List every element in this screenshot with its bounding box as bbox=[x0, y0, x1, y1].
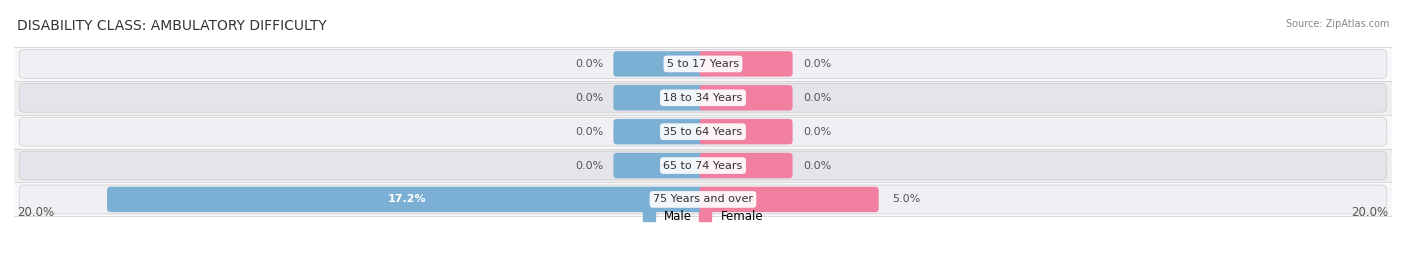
Text: 20.0%: 20.0% bbox=[17, 206, 55, 219]
Text: 20.0%: 20.0% bbox=[1351, 206, 1389, 219]
FancyBboxPatch shape bbox=[700, 153, 793, 178]
Text: 17.2%: 17.2% bbox=[388, 194, 426, 204]
Text: 18 to 34 Years: 18 to 34 Years bbox=[664, 93, 742, 103]
Text: 0.0%: 0.0% bbox=[803, 127, 831, 137]
FancyBboxPatch shape bbox=[20, 185, 1386, 214]
FancyBboxPatch shape bbox=[700, 119, 793, 144]
Text: 0.0%: 0.0% bbox=[803, 93, 831, 103]
FancyBboxPatch shape bbox=[700, 85, 793, 110]
FancyBboxPatch shape bbox=[613, 85, 706, 110]
Bar bbox=[14, 81, 1392, 115]
Bar bbox=[14, 149, 1392, 183]
Bar bbox=[14, 115, 1392, 149]
FancyBboxPatch shape bbox=[613, 153, 706, 178]
Text: 5.0%: 5.0% bbox=[893, 194, 921, 204]
Bar bbox=[14, 47, 1392, 81]
FancyBboxPatch shape bbox=[20, 50, 1386, 78]
Legend: Male, Female: Male, Female bbox=[638, 206, 768, 228]
FancyBboxPatch shape bbox=[700, 187, 879, 212]
Text: 75 Years and over: 75 Years and over bbox=[652, 194, 754, 204]
FancyBboxPatch shape bbox=[613, 119, 706, 144]
FancyBboxPatch shape bbox=[700, 51, 793, 77]
Bar bbox=[14, 183, 1392, 216]
Text: 0.0%: 0.0% bbox=[575, 59, 603, 69]
Text: Source: ZipAtlas.com: Source: ZipAtlas.com bbox=[1285, 19, 1389, 29]
FancyBboxPatch shape bbox=[613, 51, 706, 77]
Text: 35 to 64 Years: 35 to 64 Years bbox=[664, 127, 742, 137]
FancyBboxPatch shape bbox=[20, 151, 1386, 180]
Text: 0.0%: 0.0% bbox=[575, 127, 603, 137]
Text: 0.0%: 0.0% bbox=[575, 93, 603, 103]
FancyBboxPatch shape bbox=[20, 83, 1386, 112]
Text: 0.0%: 0.0% bbox=[803, 161, 831, 170]
Text: DISABILITY CLASS: AMBULATORY DIFFICULTY: DISABILITY CLASS: AMBULATORY DIFFICULTY bbox=[17, 19, 326, 33]
FancyBboxPatch shape bbox=[20, 117, 1386, 146]
Text: 65 to 74 Years: 65 to 74 Years bbox=[664, 161, 742, 170]
Text: 0.0%: 0.0% bbox=[803, 59, 831, 69]
Text: 5 to 17 Years: 5 to 17 Years bbox=[666, 59, 740, 69]
Text: 0.0%: 0.0% bbox=[575, 161, 603, 170]
FancyBboxPatch shape bbox=[107, 187, 706, 212]
